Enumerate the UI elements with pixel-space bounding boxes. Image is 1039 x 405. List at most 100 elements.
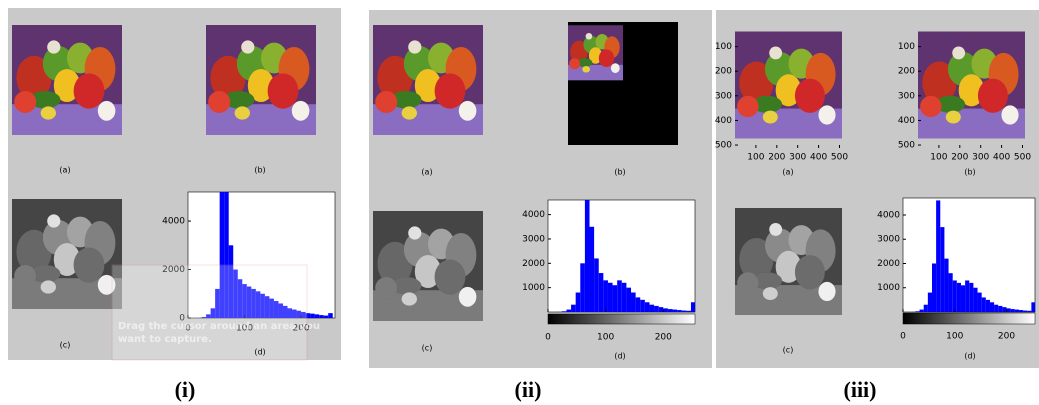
histogram-bar [668,309,673,312]
y-tick-label: 400 [715,116,732,126]
x-tick-label: 500 [1014,153,1031,163]
histogram-bar [1007,308,1011,312]
x-tick-label: 100 [747,153,764,163]
histogram-bar [965,280,969,312]
histogram-bar [686,311,691,312]
histogram-bar [1002,307,1006,312]
caption: (b) [964,168,975,177]
y-tick-label: 200 [715,67,732,77]
caption: (d) [614,352,625,361]
histogram-bar [580,263,585,312]
histogram-bar [315,314,320,318]
colorbar [903,313,1035,324]
panel-label: (iii) [844,377,877,402]
y-tick-label: 300 [715,91,732,101]
histogram-bar [631,293,636,312]
x-tick-label: 300 [789,153,806,163]
histogram-bar [636,297,641,312]
histogram-bar [677,310,682,312]
y-tick-label: 4000 [162,217,185,227]
x-tick-label: 200 [655,333,672,343]
histogram-bar [319,315,324,318]
histogram-bar [1015,310,1019,312]
color-image [206,25,316,135]
histogram-bar [673,310,678,312]
histogram-bar [969,283,973,312]
histogram-bar [590,227,595,312]
histogram-bar [682,311,687,312]
histogram-bar [973,288,977,312]
histogram-bar [691,302,695,312]
y-tick-label: 1000 [522,283,545,293]
page: {"panels": [ {"label": "(i)", "captions"… [0,0,1039,405]
y-tick-label: 200 [898,67,915,77]
x-tick-label: 200 [768,153,785,163]
histogram-bar [936,200,940,312]
panel-label: (i) [175,377,196,402]
histogram-bar [626,288,631,312]
x-tick-label: 400 [810,153,827,163]
histogram-bar [576,293,581,312]
grayscale-image [373,211,483,321]
histogram-bar [663,308,668,312]
histogram-bar [603,280,608,312]
histogram-bar [949,273,953,312]
grayscale-image [735,208,842,315]
caption: (a) [421,168,432,177]
caption: (c) [783,346,794,355]
histogram-bar [608,283,613,312]
histogram-bar [944,259,948,312]
x-tick-label: 200 [951,153,968,163]
histogram-bar [566,310,571,312]
x-tick-label: 0 [900,332,906,342]
overlay-text: want to capture. [118,334,212,345]
histogram-bar [1019,310,1023,312]
y-tick-label: 4000 [877,210,900,220]
color-image [568,25,623,80]
histogram-bar [920,310,924,312]
y-tick-label: 2000 [522,259,545,269]
y-tick-label: 100 [715,42,732,52]
histogram-bar [654,306,659,312]
color-image [918,32,1025,139]
histogram-bar [617,280,622,312]
histogram-bar [1011,309,1015,312]
histogram-bar [594,258,599,312]
caption: (d) [254,348,265,357]
y-tick-label: 1000 [877,283,900,293]
histogram-bar [924,305,928,312]
y-tick-label: 3000 [522,234,545,244]
histogram-bar [978,293,982,312]
histogram-bar [940,227,944,312]
x-tick-label: 100 [597,333,614,343]
y-tick-label: 2000 [877,259,900,269]
x-tick-label: 0 [545,333,551,343]
y-tick-label: 500 [898,141,915,151]
colorbar [548,314,695,324]
histogram-bar [994,305,998,312]
x-tick-label: 100 [930,153,947,163]
y-tick-label: 500 [715,141,732,151]
x-tick-label: 300 [972,153,989,163]
histogram-bar [645,302,650,312]
histogram-bar [585,200,590,312]
y-tick-label: 3000 [877,235,900,245]
histogram-bar [928,293,932,312]
overlay-text: Drag the cursor around an area you [118,321,320,332]
histogram-bar [599,273,604,312]
histogram-bar [640,300,645,312]
histogram-bar [998,306,1002,312]
histogram-bar [328,313,333,318]
y-tick-label: 100 [898,42,915,52]
panel-label: (ii) [515,377,542,402]
histogram-bar [1023,311,1027,312]
histogram-bar [562,311,567,312]
histogram-bar [571,305,576,312]
histogram-bar [986,300,990,312]
caption: (b) [254,166,265,175]
color-image [12,25,122,135]
caption: (d) [964,352,975,361]
histogram-bar [1027,311,1031,312]
histogram-bar [1031,302,1035,312]
y-tick-label: 400 [898,116,915,126]
